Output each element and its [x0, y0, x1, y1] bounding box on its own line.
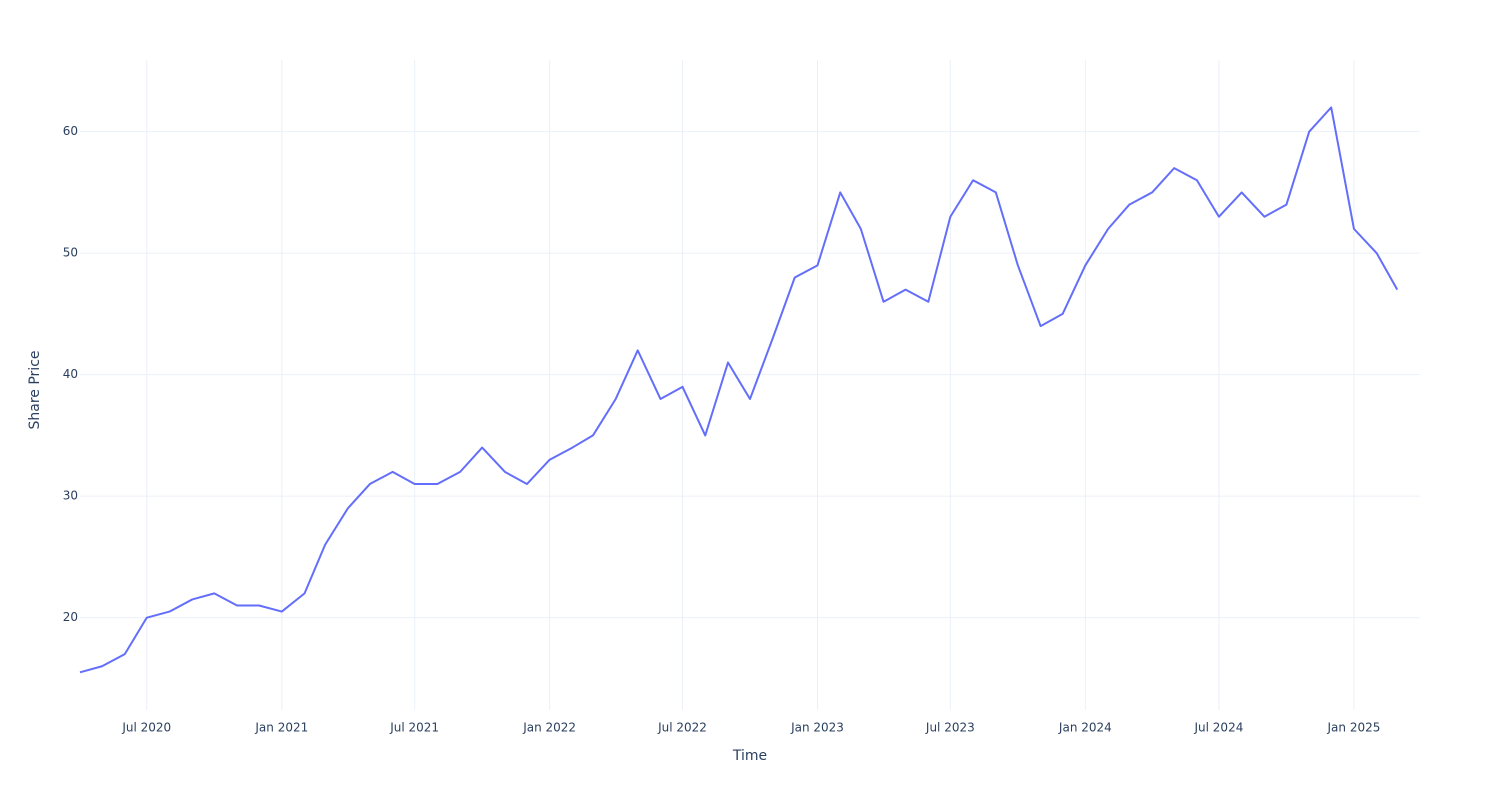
x-tick-label: Jan 2023	[790, 721, 844, 735]
x-tick-label: Jan 2025	[1327, 721, 1381, 735]
x-tick-label: Jan 2021	[254, 721, 308, 735]
y-tick-label: 20	[63, 610, 78, 624]
grid	[80, 60, 1420, 710]
price-line	[79, 106, 1399, 674]
y-tick-label: 50	[63, 246, 78, 260]
x-tick-label: Jan 2024	[1058, 721, 1112, 735]
x-tick-label: Jul 2020	[121, 721, 171, 735]
x-tick-label: Jul 2024	[1194, 721, 1244, 735]
y-tick-label: 30	[63, 489, 78, 503]
x-tick-label: Jul 2023	[925, 721, 975, 735]
y-tick-label: 40	[63, 367, 78, 381]
x-tick-label: Jul 2022	[657, 721, 707, 735]
x-tick-label: Jan 2022	[522, 721, 576, 735]
y-tick-label: 60	[63, 124, 78, 138]
y-axis-title: Share Price	[27, 350, 43, 429]
x-tick-label: Jul 2021	[389, 721, 439, 735]
x-axis-title: Time	[732, 748, 767, 764]
